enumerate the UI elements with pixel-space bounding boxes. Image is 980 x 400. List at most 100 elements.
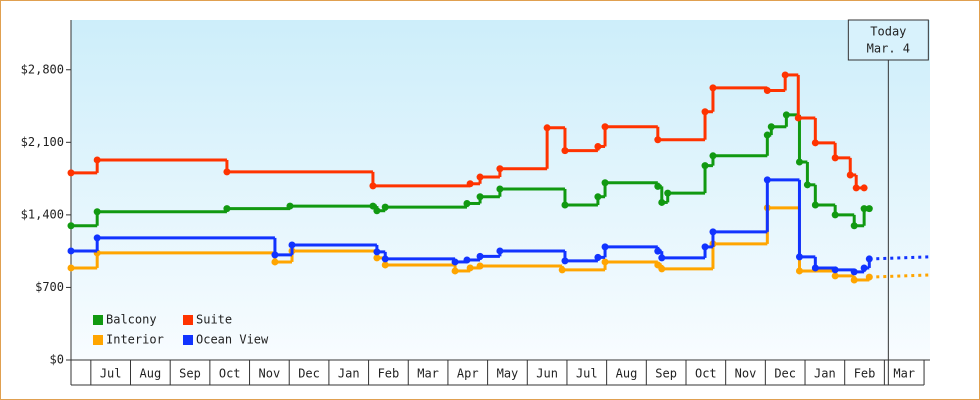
point (67, 169, 75, 177)
point (496, 185, 504, 193)
today-date: Mar. 4 (867, 42, 910, 56)
x-tick-label: Sep (655, 367, 677, 381)
point (811, 264, 819, 272)
point (466, 180, 474, 188)
point (558, 266, 566, 274)
point (658, 198, 666, 206)
point (664, 189, 672, 197)
point (795, 267, 803, 275)
point (373, 254, 381, 262)
point (561, 147, 569, 155)
point (781, 71, 789, 79)
legend-label: Interior (106, 333, 164, 347)
point (767, 123, 775, 131)
point (850, 276, 858, 284)
point (795, 158, 803, 166)
point (451, 258, 459, 266)
point (93, 208, 101, 216)
forecast-line (869, 255, 931, 261)
x-tick-label: Jan (814, 367, 836, 381)
point (594, 142, 602, 150)
point (831, 266, 839, 274)
point (93, 156, 101, 164)
legend-swatch (93, 335, 103, 345)
point (763, 131, 771, 139)
point (476, 193, 484, 201)
point (594, 253, 602, 261)
point (850, 222, 858, 230)
point (709, 228, 717, 236)
point (381, 261, 389, 269)
point (782, 111, 790, 119)
point (831, 211, 839, 219)
point (451, 267, 459, 275)
point (763, 86, 771, 94)
x-tick-label: Jul (576, 367, 598, 381)
y-tick-label: $700 (35, 280, 64, 294)
point (93, 234, 101, 242)
today-box (847, 19, 929, 61)
point (701, 243, 709, 251)
x-tick-label: Aug (140, 367, 162, 381)
point (476, 252, 484, 260)
point (543, 124, 551, 132)
point (831, 154, 839, 162)
point (850, 268, 858, 276)
point (852, 184, 860, 192)
point (811, 139, 819, 147)
point (654, 182, 662, 190)
x-tick-label: Jan (338, 367, 360, 381)
x-tick-label: Feb (854, 367, 876, 381)
y-tick-label: $2,100 (21, 135, 64, 149)
point (601, 123, 609, 131)
point (654, 136, 662, 144)
point (288, 241, 296, 249)
point (466, 264, 474, 272)
point (381, 255, 389, 263)
point (496, 247, 504, 255)
x-tick-label: Jun (536, 367, 558, 381)
point (271, 251, 279, 259)
point (601, 243, 609, 251)
x-tick-label: Mar (417, 367, 439, 381)
point (860, 205, 868, 213)
point (709, 84, 717, 92)
point (865, 255, 873, 263)
point (67, 247, 75, 255)
point (369, 202, 377, 210)
x-tick-label: Nov (259, 367, 281, 381)
point (594, 193, 602, 201)
x-tick-label: Dec (298, 367, 320, 381)
point (381, 203, 389, 211)
legend-label: Suite (196, 313, 232, 327)
point (271, 258, 279, 266)
x-tick-label: Mar (893, 367, 915, 381)
point (476, 173, 484, 181)
point (654, 247, 662, 255)
x-tick-label: Jul (100, 367, 122, 381)
y-tick-label: $1,400 (21, 207, 64, 221)
today-label: Today (870, 25, 906, 39)
forecast-line (869, 273, 931, 279)
x-tick-label: Feb (378, 367, 400, 381)
point (601, 179, 609, 187)
point (811, 201, 819, 209)
legend-swatch (93, 315, 103, 325)
x-tick-label: Sep (179, 367, 201, 381)
point (658, 265, 666, 273)
point (803, 181, 811, 189)
point (373, 248, 381, 256)
point (223, 168, 231, 176)
legend-label: Balcony (106, 313, 157, 327)
point (658, 254, 666, 262)
point (763, 176, 771, 184)
point (865, 205, 873, 213)
y-tick-label: $0 (50, 353, 64, 367)
point (860, 264, 868, 272)
point (794, 114, 802, 122)
point (795, 253, 803, 261)
point (369, 182, 377, 190)
point (865, 273, 873, 281)
x-tick-label: Oct (695, 367, 717, 381)
